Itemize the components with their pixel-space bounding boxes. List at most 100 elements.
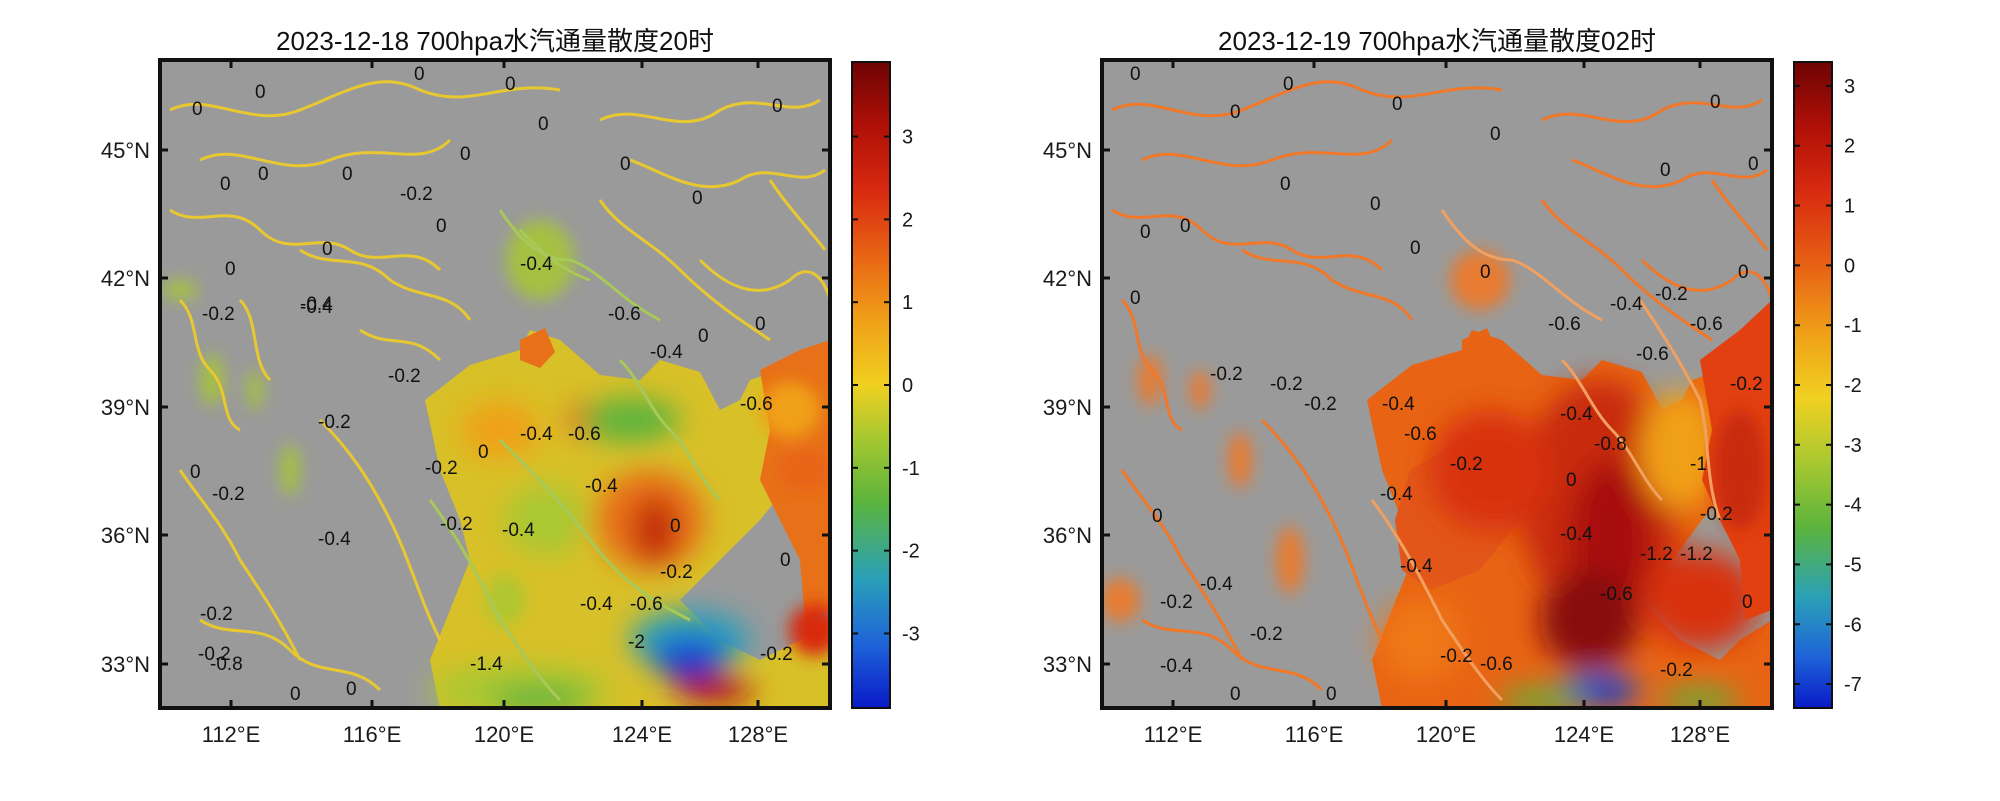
map-panel-right: 2023-12-19 700hpa水汽通量散度02时	[1043, 26, 1862, 747]
contour-label: 0	[1710, 92, 1721, 113]
contour-label: 0	[1283, 74, 1294, 95]
contour-label: 0	[620, 154, 631, 175]
lat-axis-left: 45°N 42°N 39°N 36°N 33°N	[101, 138, 150, 677]
contour-label: -0.4	[1400, 556, 1433, 577]
map-frame-right	[1100, 58, 1774, 710]
colorbar-tick-label: 0	[1844, 255, 1855, 277]
contour-label: -0.2	[440, 514, 473, 535]
contour-label: -0.6	[630, 594, 663, 615]
contour-label: -0.2	[1660, 660, 1693, 681]
lon-tick-label: 112°E	[1144, 722, 1203, 747]
panel-title-right: 2023-12-19 700hpa水汽通量散度02时	[1218, 26, 1656, 56]
divergence-field-left	[162, 220, 830, 708]
contour-label: 0	[1130, 288, 1141, 309]
contour-label: -0.4	[1380, 484, 1413, 505]
contour-label: -0.4	[502, 520, 535, 541]
lat-tick-label: 39°N	[1043, 395, 1092, 420]
colorbar-tick-label: 1	[902, 292, 913, 314]
colorbar-tick-label: -7	[1844, 674, 1862, 696]
colorbar-tick-label: -1	[902, 458, 920, 480]
lon-tick-label: 120°E	[1416, 722, 1476, 747]
contour-label: 0	[670, 516, 681, 537]
contour-label: 0	[1326, 684, 1337, 705]
contour-label: -0.2	[1440, 646, 1473, 667]
contour-label: 0	[322, 239, 333, 260]
contour-label: 0	[505, 74, 516, 95]
contour-label: -0.6	[1636, 344, 1669, 365]
contour-label: 0	[290, 684, 301, 705]
contour-label: -0.8	[210, 654, 243, 675]
colorbar-tick-label: -2	[1844, 375, 1862, 397]
contour-label: 0	[1180, 216, 1191, 237]
colorbar-tick-label: -5	[1844, 554, 1862, 576]
contour-label: 0	[780, 550, 791, 571]
contour-label: 0	[342, 164, 353, 185]
colorbar-tick-label: -6	[1844, 614, 1862, 636]
contour-label: -0.6	[740, 394, 773, 415]
contour-label: 0	[1480, 262, 1491, 283]
map-frame-left	[158, 58, 832, 710]
lat-tick-label: 33°N	[101, 652, 150, 677]
colorbar-tick-label: -3	[902, 623, 920, 645]
contour-label: -1.2	[1640, 544, 1673, 565]
contour-label: 0	[436, 216, 447, 237]
lat-tick-label: 36°N	[1043, 523, 1092, 548]
colorbar-tick-label: 3	[902, 127, 913, 149]
colorbar-tick-label: -4	[1844, 495, 1862, 517]
lon-tick-label: 124°E	[1554, 722, 1614, 747]
lon-tick-label: 112°E	[202, 722, 261, 747]
contour-label: -0.2	[200, 604, 233, 625]
contour-label: -0.4	[520, 254, 553, 275]
lat-axis-right: 45°N 42°N 39°N 36°N 33°N	[1043, 138, 1092, 677]
contour-label: -0.2	[202, 304, 235, 325]
colorbar-tick-label: 3	[1844, 76, 1855, 98]
contour-label: -0.2	[1730, 374, 1763, 395]
contour-label: 0	[1230, 102, 1241, 123]
lon-axis-left: 112°E 116°E 120°E 124°E 128°E	[202, 722, 788, 747]
contour-label: 0	[220, 174, 231, 195]
contour-label: -0.2	[660, 562, 693, 583]
contour-label: -0.6	[1690, 314, 1723, 335]
contour-label: 0	[258, 164, 269, 185]
contour-label: -0.2	[425, 458, 458, 479]
contour-label: -0.4	[1200, 574, 1233, 595]
contour-label: -2	[628, 632, 645, 653]
contour-label: -1.2	[1680, 544, 1713, 565]
contour-label: 0	[414, 64, 425, 85]
colorbar-tick-label: -1	[1844, 315, 1862, 337]
contour-label: 0	[1738, 262, 1749, 283]
lon-tick-label: 116°E	[1285, 722, 1344, 747]
lon-tick-label: 128°E	[728, 722, 788, 747]
contour-label: -0.6	[1404, 424, 1437, 445]
contour-label: -0.4	[585, 476, 618, 497]
contour-label: -0.2	[1450, 454, 1483, 475]
colorbar-ticks: 3 2 1 0 -1 -2 -3	[852, 127, 920, 645]
contour-label: -0.8	[1594, 434, 1627, 455]
contour-label: -0.4	[1382, 394, 1415, 415]
lat-tick-label: 45°N	[1043, 138, 1092, 163]
contour-label: -0.6	[568, 424, 601, 445]
contour-label: 0	[190, 462, 201, 483]
contour-label: 0	[192, 99, 203, 120]
contour-label: -0.2	[1270, 374, 1303, 395]
colorbar-tick-label: 0	[902, 375, 913, 397]
contour-label: 0	[698, 326, 709, 347]
contour-label: 0	[538, 114, 549, 135]
contour-label: -0.2	[1655, 284, 1688, 305]
colorbar-tick-label: 1	[1844, 196, 1855, 218]
contour-label: 0	[1410, 238, 1421, 259]
contour-label: -0.2	[212, 484, 245, 505]
colorbar-tick-label: 2	[1844, 136, 1855, 158]
contour-label: -0.2	[1700, 504, 1733, 525]
contour-label: 0	[1230, 684, 1241, 705]
contour-labels-left: 0 0 0 0 0 0 0 0 0 0 0 0 0 0 0 0 -0.2 -0.…	[190, 64, 793, 705]
contour-label: -0.2	[388, 366, 421, 387]
lat-tick-label: 45°N	[101, 138, 150, 163]
lat-tick-label: 42°N	[1043, 266, 1092, 291]
contour-label: 0	[460, 144, 471, 165]
contour-label: 0	[1392, 94, 1403, 115]
contour-label: 0	[478, 442, 489, 463]
lon-axis-right: 112°E 116°E 120°E 124°E 128°E	[1144, 722, 1730, 747]
contour-label: 0	[346, 679, 357, 700]
contour-label: -0.4	[300, 294, 333, 315]
